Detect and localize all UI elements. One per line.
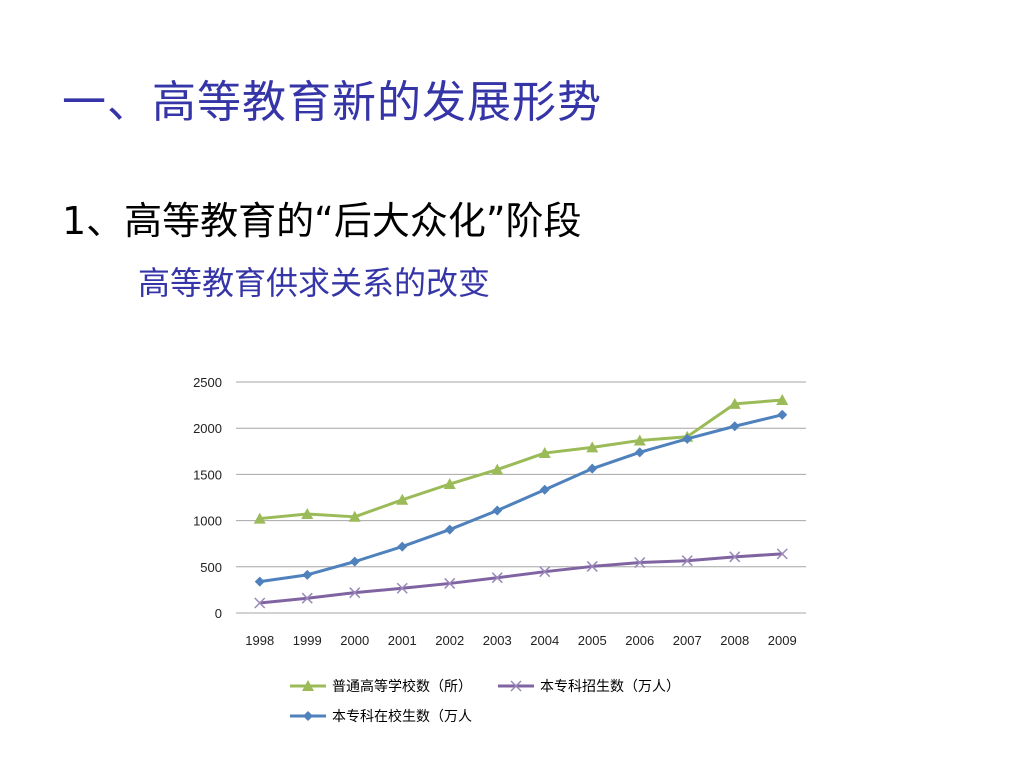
data-point: [349, 556, 360, 567]
y-tick-label: 1500: [193, 467, 222, 482]
chart-legend: 普通高等学校数（所） 本专科招生数（万人） 本专科在校生数（万人: [290, 678, 680, 725]
data-point: [396, 493, 409, 505]
y-tick-label: 1000: [193, 514, 222, 529]
data-point: [302, 569, 313, 580]
data-point: [587, 463, 598, 474]
x-tick-label: 2008: [720, 633, 749, 648]
data-point: [728, 397, 741, 409]
data-point: [586, 441, 599, 453]
y-tick-label: 2000: [193, 421, 222, 436]
data-point: [491, 572, 503, 584]
legend-entry: 本专科招生数（万人）: [498, 679, 680, 695]
data-point: [586, 560, 598, 572]
data-point: [539, 484, 550, 495]
data-point: [538, 447, 551, 459]
data-point: [348, 510, 361, 522]
data-point: [777, 409, 788, 420]
series-line: [259, 552, 783, 605]
legend-marker: [302, 680, 314, 691]
data-point: [492, 505, 503, 516]
x-tick-label: 2006: [625, 633, 654, 648]
legend-label: 本专科招生数（万人）: [540, 679, 680, 695]
x-tick-label: 1999: [293, 633, 322, 648]
x-tick-label: 2009: [768, 633, 797, 648]
data-point: [254, 597, 266, 609]
section-subheading: 高等教育供求关系的改变: [138, 264, 491, 302]
series-1: [254, 548, 788, 609]
data-point: [729, 551, 741, 563]
data-point: [634, 447, 645, 458]
y-tick-label: 2500: [193, 375, 222, 390]
data-point: [681, 555, 693, 567]
data-point: [301, 592, 313, 604]
series-2: [254, 409, 788, 587]
x-tick-label: 2002: [435, 633, 464, 648]
y-tick-label: 500: [200, 560, 222, 575]
data-point: [634, 557, 646, 569]
x-tick-label: 2003: [483, 633, 512, 648]
x-tick-label: 2007: [673, 633, 702, 648]
data-point: [349, 587, 361, 599]
data-point: [491, 463, 504, 475]
series-0: [253, 394, 789, 524]
x-axis-ticks: 1998 1999 2000 2001 2002 2003 2004 2005 2006 2007…: [245, 633, 796, 648]
data-point: [443, 478, 456, 490]
slide-title: 一、高等教育新的发展形势: [62, 77, 602, 128]
chart-grid: [236, 381, 806, 614]
legend-label: 本专科在校生数（万人: [332, 708, 472, 725]
data-point: [396, 582, 408, 594]
data-point: [397, 541, 408, 552]
series-line: [259, 398, 783, 521]
data-point: [444, 577, 456, 589]
data-point: [776, 394, 789, 406]
section-heading: 1、高等教育的“后大众化”阶段: [62, 199, 582, 243]
chart-series: [253, 394, 789, 609]
data-point: [682, 433, 693, 444]
data-point: [776, 548, 788, 560]
legend-entry: 普通高等学校数（所）: [290, 678, 472, 695]
legend-entry: 本专科在校生数（万人: [290, 708, 472, 725]
legend-label: 普通高等学校数（所）: [332, 678, 472, 695]
x-tick-label: 2001: [388, 633, 417, 648]
legend-marker: [510, 680, 522, 692]
legend-marker: [303, 711, 313, 721]
x-tick-label: 2005: [578, 633, 607, 648]
data-point: [539, 566, 551, 578]
series-line: [259, 413, 783, 584]
data-point: [444, 524, 455, 535]
data-point: [253, 512, 266, 524]
y-axis-ticks: 0 500 1000 1500 2000 2500: [193, 375, 222, 621]
data-point: [633, 434, 646, 446]
x-tick-label: 2000: [340, 633, 369, 648]
data-point: [301, 508, 314, 520]
data-point: [729, 421, 740, 432]
data-point: [254, 576, 265, 587]
y-tick-label: 0: [215, 606, 222, 621]
x-tick-label: 2004: [530, 633, 559, 648]
x-tick-label: 1998: [245, 633, 274, 648]
